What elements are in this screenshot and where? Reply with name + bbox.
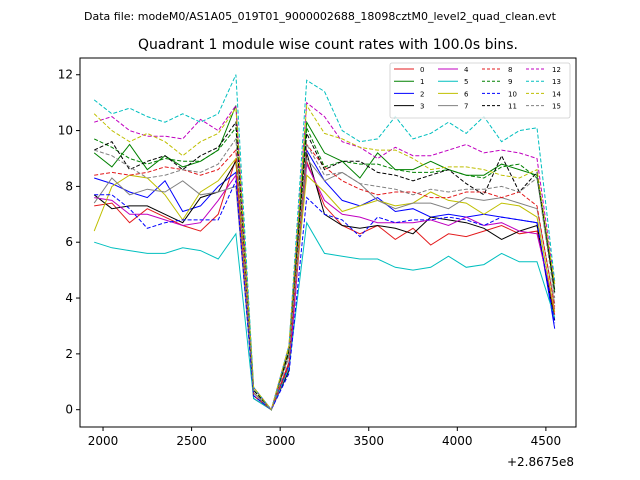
x-tick-label: 3500 (353, 434, 384, 448)
x-tick-label: 2500 (176, 434, 207, 448)
x-tick-label: 4000 (442, 434, 473, 448)
plot-area (79, 57, 577, 428)
x-tick-label: 2000 (88, 434, 119, 448)
legend-label-9: 9 (508, 78, 512, 86)
legend-label-11: 11 (508, 103, 517, 111)
legend-label-2: 2 (420, 90, 424, 98)
legend-label-5: 5 (464, 78, 468, 86)
series-line-6 (93, 157, 556, 411)
series-line-11 (93, 120, 556, 411)
y-tick-label: 10 (58, 124, 73, 138)
series-layer (93, 74, 556, 411)
y-axis: 0 2 4 6 8 10 12 (58, 68, 80, 417)
legend-label-15: 15 (552, 103, 561, 111)
legend-label-1: 1 (420, 78, 424, 86)
series-line-12 (94, 101, 556, 411)
series-line-14 (93, 103, 556, 411)
series-line-15 (94, 137, 556, 411)
legend-label-10: 10 (508, 90, 517, 98)
y-tick-label: 4 (65, 291, 73, 305)
legend-label-7: 7 (464, 103, 468, 111)
series-line-8 (94, 143, 556, 411)
legend-label-6: 6 (464, 90, 469, 98)
x-tick-label: 3000 (265, 434, 296, 448)
series-line-4 (94, 162, 556, 411)
x-tick-label: 4500 (531, 434, 562, 448)
legend-label-14: 14 (552, 90, 561, 98)
chart-title: Quadrant 1 module wise count rates with … (138, 37, 518, 53)
y-tick-label: 0 (65, 403, 73, 417)
y-tick-label: 12 (58, 68, 73, 82)
series-line-13 (93, 74, 556, 411)
series-line-1 (93, 105, 556, 411)
y-tick-label: 6 (65, 235, 73, 249)
y-tick-label: 8 (65, 179, 73, 193)
legend-label-12: 12 (552, 66, 561, 74)
legend-label-13: 13 (552, 78, 561, 86)
y-tick-label: 2 (65, 347, 73, 361)
series-line-10 (94, 178, 556, 411)
legend-label-3: 3 (420, 103, 424, 111)
legend-label-8: 8 (508, 66, 512, 74)
x-axis: 2000 2500 3000 3500 4000 4500 (88, 427, 561, 448)
series-line-5 (94, 221, 556, 411)
legend-label-0: 0 (420, 66, 424, 74)
series-line-9 (93, 125, 556, 411)
legend-label-4: 4 (464, 66, 469, 74)
chart-suptitle: Data file: modeM0/AS1A05_019T01_90000026… (84, 10, 557, 23)
series-line-7 (93, 157, 556, 411)
x-offset-label: +2.8675e8 (507, 455, 574, 469)
series-line-0 (94, 158, 556, 411)
legend-box (389, 62, 571, 119)
